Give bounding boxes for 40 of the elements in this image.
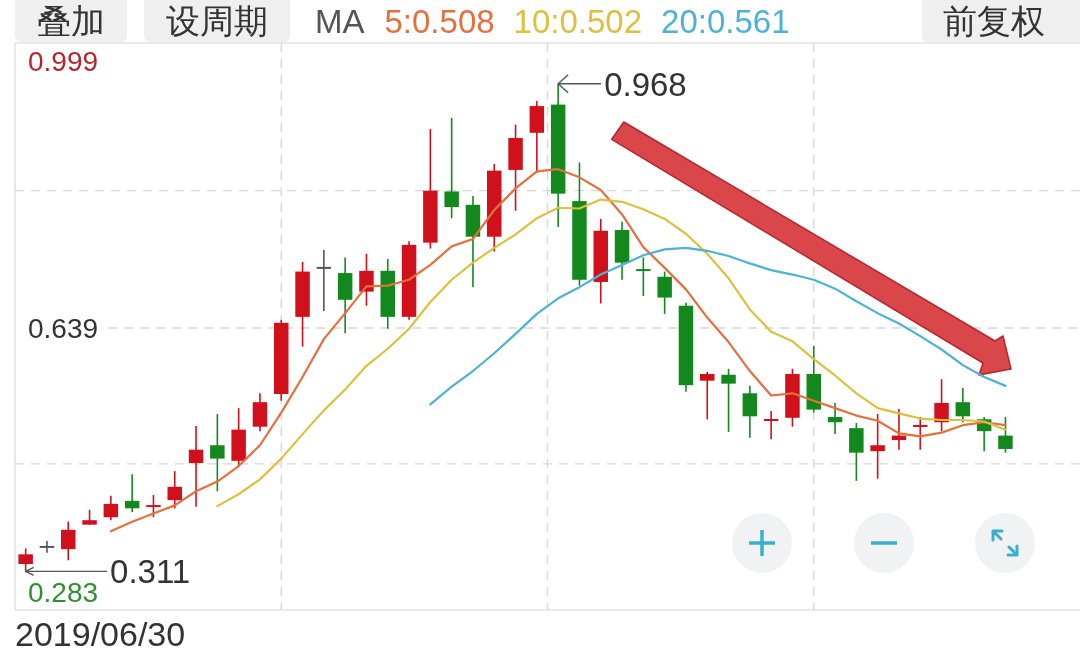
line-series [216,198,1007,508]
candlestick [188,425,204,508]
candlestick [955,387,971,424]
y-tick-label: 0.283 [28,577,99,609]
button: 设周期 [144,0,290,42]
candlestick [998,416,1013,454]
candlestick [61,520,76,562]
candlestick [721,368,736,433]
candlestick [700,370,715,421]
text: 10:0.502 [513,3,643,40]
legend-title: MA [315,3,365,40]
y-tick-label: 0.999 [28,45,99,77]
candlestick [827,402,843,435]
line-series [109,168,1007,533]
candlestick [18,547,33,573]
candlestick [359,252,374,307]
candlestick [124,473,140,513]
text: 20:0.561 [661,3,790,40]
y-tick-label: 0.639 [28,313,99,345]
candlestick [316,249,332,312]
candlestick [742,385,758,439]
candlestick [657,270,672,315]
candlestick [870,413,885,480]
text: 5:0.508 [384,3,495,40]
candlestick [636,256,651,297]
candlestick [444,117,459,219]
candlestick [934,378,949,432]
candlestick [167,470,182,510]
candlestick [210,413,225,493]
candlestick [763,410,779,441]
button: 前复权 [922,0,1080,42]
annotation: 0.968 [604,65,687,103]
candlestick [39,540,55,554]
candlestick [913,416,928,451]
button: 叠加 [15,0,127,42]
candlestick [146,494,161,519]
line-series [429,246,1007,406]
text: 2019/06/30 [15,615,186,653]
candlestick [103,494,119,521]
annotation: 0.311 [110,553,191,591]
